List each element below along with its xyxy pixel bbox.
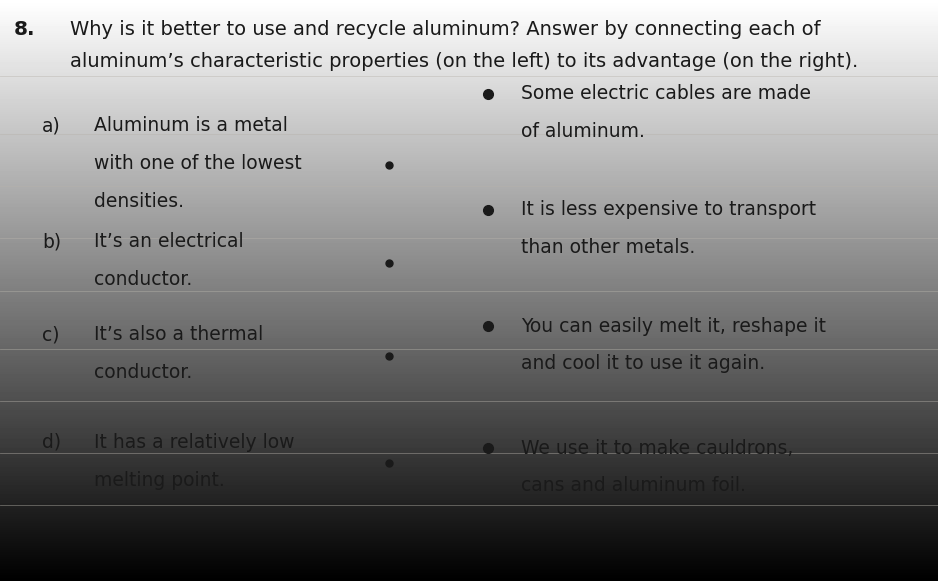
Text: cans and aluminum foil.: cans and aluminum foil.: [521, 476, 746, 496]
Text: conductor.: conductor.: [94, 270, 192, 289]
Text: 8.: 8.: [14, 20, 36, 40]
Text: densities.: densities.: [94, 192, 184, 211]
Text: than other metals.: than other metals.: [521, 238, 695, 257]
Text: conductor.: conductor.: [94, 363, 192, 382]
Text: It has a relatively low: It has a relatively low: [94, 433, 295, 452]
Text: Aluminum is a metal: Aluminum is a metal: [94, 116, 288, 135]
Text: with one of the lowest: with one of the lowest: [94, 154, 301, 173]
Text: aluminum’s characteristic properties (on the left) to its advantage (on the righ: aluminum’s characteristic properties (on…: [70, 52, 858, 71]
Text: of aluminum.: of aluminum.: [521, 122, 644, 141]
Text: Some electric cables are made: Some electric cables are made: [521, 84, 810, 103]
Text: c): c): [42, 325, 60, 345]
Text: It’s also a thermal: It’s also a thermal: [94, 325, 263, 345]
Text: We use it to make cauldrons,: We use it to make cauldrons,: [521, 439, 793, 458]
Text: melting point.: melting point.: [94, 471, 224, 490]
Text: a): a): [42, 116, 61, 135]
Text: b): b): [42, 232, 61, 252]
Text: It is less expensive to transport: It is less expensive to transport: [521, 200, 816, 220]
Text: and cool it to use it again.: and cool it to use it again.: [521, 354, 764, 374]
Text: Why is it better to use and recycle aluminum? Answer by connecting each of: Why is it better to use and recycle alum…: [70, 20, 821, 40]
Text: It’s an electrical: It’s an electrical: [94, 232, 244, 252]
Text: You can easily melt it, reshape it: You can easily melt it, reshape it: [521, 317, 825, 336]
Text: d): d): [42, 433, 61, 452]
